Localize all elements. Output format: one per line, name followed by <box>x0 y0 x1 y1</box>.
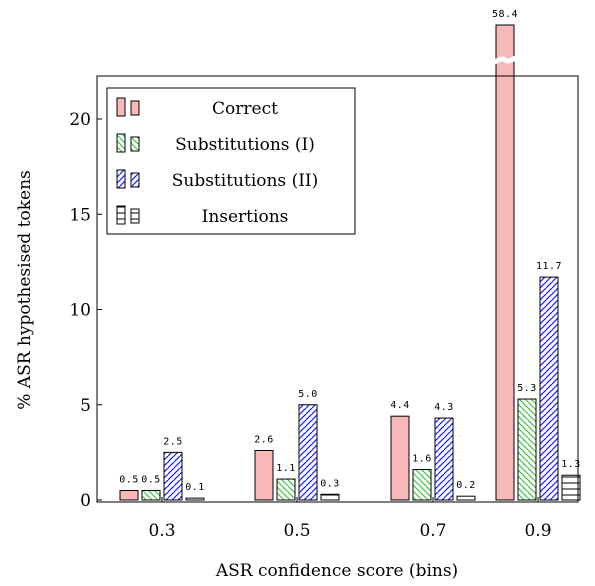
legend-swatch-substitutions-ii <box>116 169 126 189</box>
bar-insertions-0.7 <box>456 495 476 501</box>
data-label-correct-0.5: 2.6 <box>254 434 274 445</box>
legend-label-correct: Correct <box>212 99 278 119</box>
bar-insertions-0.5 <box>320 493 340 501</box>
bar-substitutions-ii-0.5 <box>298 404 318 501</box>
bar-substitutions-i-0.3 <box>141 489 161 501</box>
data-label-substitutions-ii-0.3: 2.5 <box>163 436 183 447</box>
x-tick-label-0.9: 0.9 <box>524 521 551 541</box>
y-axis-label: % ASR hypothesised tokens <box>15 170 35 410</box>
legend-swatch-small-correct <box>130 100 140 116</box>
bar-substitutions-i-0.7 <box>412 469 432 501</box>
data-label-correct-0.9: 58.4 <box>492 9 518 20</box>
bar-correct-0.9 <box>495 24 515 501</box>
data-label-substitutions-i-0.3: 0.5 <box>141 474 161 485</box>
legend-box <box>106 87 356 235</box>
x-tick-label-0.5: 0.5 <box>283 521 310 541</box>
data-label-insertions-0.5: 0.3 <box>320 478 340 489</box>
data-label-correct-0.7: 4.4 <box>390 400 410 411</box>
data-label-insertions-0.7: 0.2 <box>456 480 476 491</box>
bar-substitutions-i-0.9 <box>517 398 537 501</box>
data-label-insertions-0.3: 0.1 <box>185 482 205 493</box>
bar-substitutions-i-0.5 <box>276 478 296 501</box>
y-tick-label-5: 5 <box>80 396 91 416</box>
legend-swatch-correct <box>116 97 126 117</box>
legend-label-substitutions-ii: Substitutions (II) <box>172 171 319 191</box>
data-label-substitutions-ii-0.9: 11.7 <box>536 261 562 272</box>
data-label-substitutions-i-0.5: 1.1 <box>276 463 296 474</box>
y-tick-label-10: 10 <box>69 301 91 321</box>
bar-substitutions-ii-0.7 <box>434 417 454 501</box>
plot-frame <box>96 75 579 503</box>
y-tick-label-20: 20 <box>69 110 91 130</box>
x-axis-label: ASR confidence score (bins) <box>215 561 458 581</box>
legend-swatch-small-substitutions-i <box>130 136 140 152</box>
bar-substitutions-ii-0.3 <box>163 451 183 501</box>
y-tick-label-0: 0 <box>80 491 91 511</box>
ticks-layer: 0.3 0.5 0.7 0.9 0 5 10 15 20 <box>69 110 551 541</box>
bar-substitutions-ii-0.9 <box>539 276 559 501</box>
data-label-substitutions-ii-0.5: 5.0 <box>298 389 318 400</box>
data-label-correct-0.3: 0.5 <box>119 474 139 485</box>
legend-items: Correct Substitutions (I) Substitutions (I… <box>116 97 319 227</box>
legend-label-substitutions-i: Substitutions (I) <box>175 135 315 155</box>
bar-insertions-0.3 <box>185 497 205 501</box>
x-tick-label-0.7: 0.7 <box>419 521 446 541</box>
data-label-substitutions-i-0.9: 5.3 <box>517 383 537 394</box>
data-labels-layer: 0.5 0.5 2.5 0.1 2.6 1.1 5.0 0.3 4.4 1.6 4.3 0.2 58.4… <box>119 9 581 493</box>
data-label-substitutions-ii-0.7: 4.3 <box>434 402 454 413</box>
axis-break-mark <box>491 54 519 66</box>
bar-insertions-0.9 <box>561 474 581 501</box>
bar-correct-0.7 <box>390 415 410 501</box>
x-tick-label-0.3: 0.3 <box>148 521 175 541</box>
legend-swatch-small-insertions <box>130 208 140 224</box>
y-tick-label-15: 15 <box>69 205 91 225</box>
legend-swatch-insertions <box>116 205 126 225</box>
legend: Correct Substitutions (I) Substitutions (I… <box>106 87 356 235</box>
data-label-insertions-0.9: 1.3 <box>561 459 581 470</box>
bar-correct-0.3 <box>119 489 139 501</box>
bar-correct-0.5 <box>254 449 274 501</box>
legend-label-insertions: Insertions <box>202 207 289 227</box>
legend-swatch-substitutions-i <box>116 133 126 153</box>
data-label-substitutions-i-0.7: 1.6 <box>412 454 432 465</box>
legend-swatch-small-substitutions-ii <box>130 172 140 188</box>
bars-layer <box>119 24 581 501</box>
